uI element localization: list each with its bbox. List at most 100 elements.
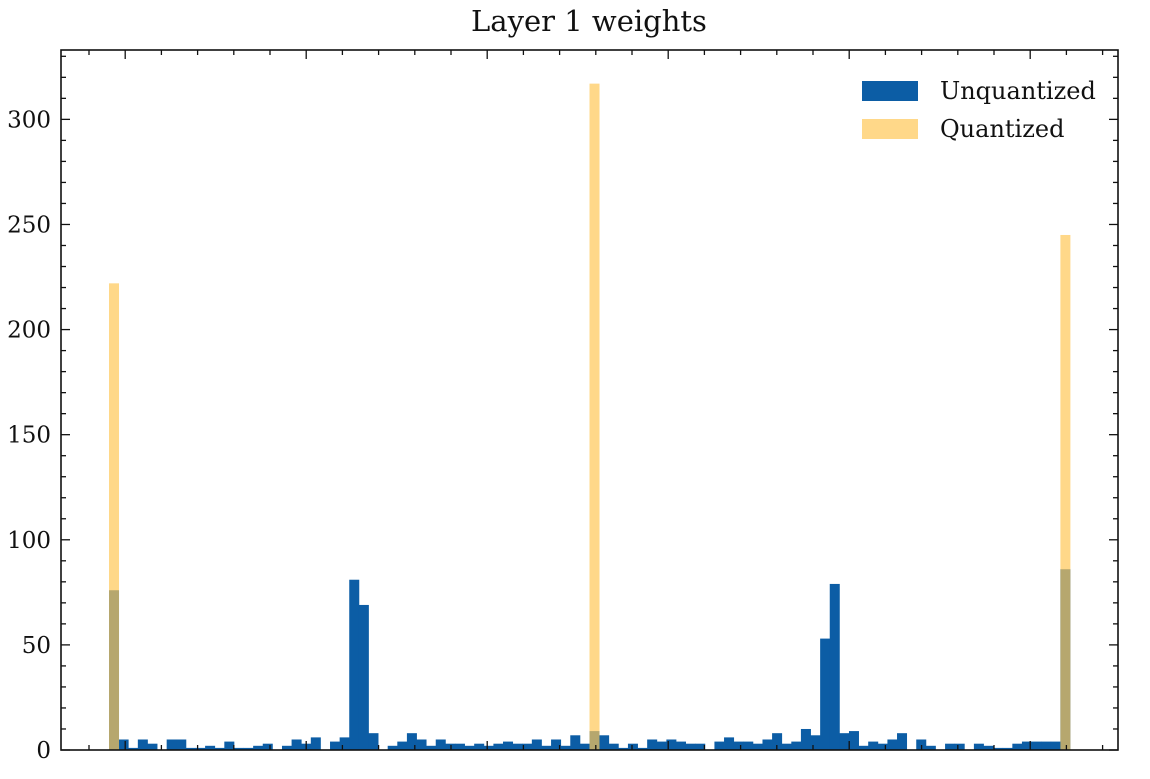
histogram-bar: [368, 733, 379, 750]
histogram-bar: [166, 739, 177, 750]
histogram-bar: [877, 743, 888, 750]
legend-swatch-unquantized: [862, 81, 918, 101]
histogram-bar: [839, 733, 850, 750]
histogram-bar: [176, 739, 187, 750]
y-tick-label: 100: [7, 528, 51, 554]
histogram-bar: [589, 83, 600, 750]
histogram-bar: [925, 745, 936, 750]
histogram-bar: [752, 743, 763, 750]
axis-ticks: [61, 50, 1118, 751]
histogram-bar: [656, 741, 667, 750]
histogram-bar: [1041, 741, 1052, 750]
quantized-bars: [109, 83, 1071, 751]
histogram-bar: [358, 604, 369, 750]
legend: Unquantized Quantized: [862, 72, 1096, 148]
histogram-bar: [243, 747, 254, 750]
histogram-bar: [233, 747, 244, 750]
histogram-bar: [983, 745, 994, 750]
histogram-bar: [675, 741, 686, 750]
histogram-bar: [1012, 743, 1023, 750]
histogram-bar: [666, 739, 677, 750]
legend-label-unquantized: Unquantized: [940, 77, 1096, 105]
histogram-bar: [1050, 741, 1061, 750]
histogram-bar: [858, 745, 869, 750]
y-tick-label: 0: [36, 738, 51, 764]
histogram-bar: [522, 743, 533, 750]
histogram-bar: [310, 737, 321, 750]
histogram-bar: [800, 728, 811, 750]
histogram-bar: [406, 733, 417, 750]
histogram-bar: [483, 745, 494, 750]
histogram-bar: [137, 739, 148, 750]
histogram-bar: [1031, 741, 1042, 750]
histogram-bar: [195, 747, 206, 750]
histogram-bar: [810, 735, 821, 750]
histogram-bar: [531, 739, 542, 750]
histogram-bar: [339, 737, 350, 750]
legend-swatch-quantized: [862, 119, 918, 139]
histogram-bar: [474, 743, 485, 750]
y-tick-label: 250: [7, 212, 51, 238]
histogram-bar: [426, 745, 437, 750]
legend-label-quantized: Quantized: [940, 115, 1065, 143]
histogram-bar: [224, 741, 235, 750]
histogram-bar: [627, 743, 638, 750]
histogram-bar: [214, 747, 225, 750]
histogram-bar: [820, 638, 831, 750]
histogram-bar: [724, 737, 735, 750]
histogram-bar: [493, 743, 504, 750]
histogram-bar: [1002, 747, 1013, 750]
histogram-bar: [916, 739, 927, 750]
histogram-bar: [791, 741, 802, 750]
histogram-bar: [685, 743, 696, 750]
histogram-bar: [993, 747, 1004, 750]
histogram-bar: [897, 733, 908, 750]
y-tick-label: 50: [22, 633, 51, 659]
histogram-bar: [848, 731, 859, 750]
histogram-bar: [608, 743, 619, 750]
histogram-bar: [291, 739, 302, 750]
chart-title: Layer 1 weights: [471, 4, 707, 38]
histogram-bar: [349, 579, 360, 750]
histogram-bar: [454, 743, 465, 750]
histogram-bar: [829, 583, 840, 750]
histogram-bar: [887, 739, 898, 750]
histogram-bar: [118, 739, 129, 750]
histogram-bar: [714, 741, 725, 750]
histogram-bar: [762, 739, 773, 750]
histogram-bar: [579, 743, 590, 750]
histogram-bar: [147, 743, 158, 750]
y-tick-label: 150: [7, 423, 51, 449]
histogram-bar: [945, 743, 956, 750]
histogram-bar: [560, 745, 571, 750]
histogram-bar: [647, 739, 658, 750]
histogram-bar: [253, 745, 264, 750]
histogram-bar: [599, 735, 610, 750]
histogram-bar: [128, 747, 139, 750]
histogram-bar: [618, 747, 629, 750]
histogram-bar: [570, 735, 581, 750]
histogram-bar: [397, 741, 408, 750]
histogram-bar: [1060, 234, 1071, 751]
legend-item-quantized: Quantized: [862, 110, 1096, 148]
histogram-bar: [109, 283, 120, 750]
y-tick-label: 300: [7, 107, 51, 133]
histogram-bar: [541, 745, 552, 750]
histogram-bar: [781, 743, 792, 750]
histogram-bar: [637, 747, 648, 750]
y-axis-tick-labels: 0 50 100 150 200 250 300: [7, 107, 51, 764]
histogram-bar: [743, 741, 754, 750]
histogram-bar: [512, 743, 523, 750]
histogram-bar: [464, 745, 475, 750]
histogram-bar: [551, 739, 562, 750]
histogram-bar: [205, 745, 216, 750]
histogram-bar: [695, 743, 706, 750]
histogram-bar: [387, 745, 398, 750]
histogram-bar: [435, 739, 446, 750]
histogram-bar: [503, 741, 514, 750]
histogram-bar: [330, 741, 341, 750]
histogram-bar: [416, 739, 427, 750]
histogram-bar: [954, 743, 965, 750]
y-tick-label: 200: [7, 318, 51, 344]
